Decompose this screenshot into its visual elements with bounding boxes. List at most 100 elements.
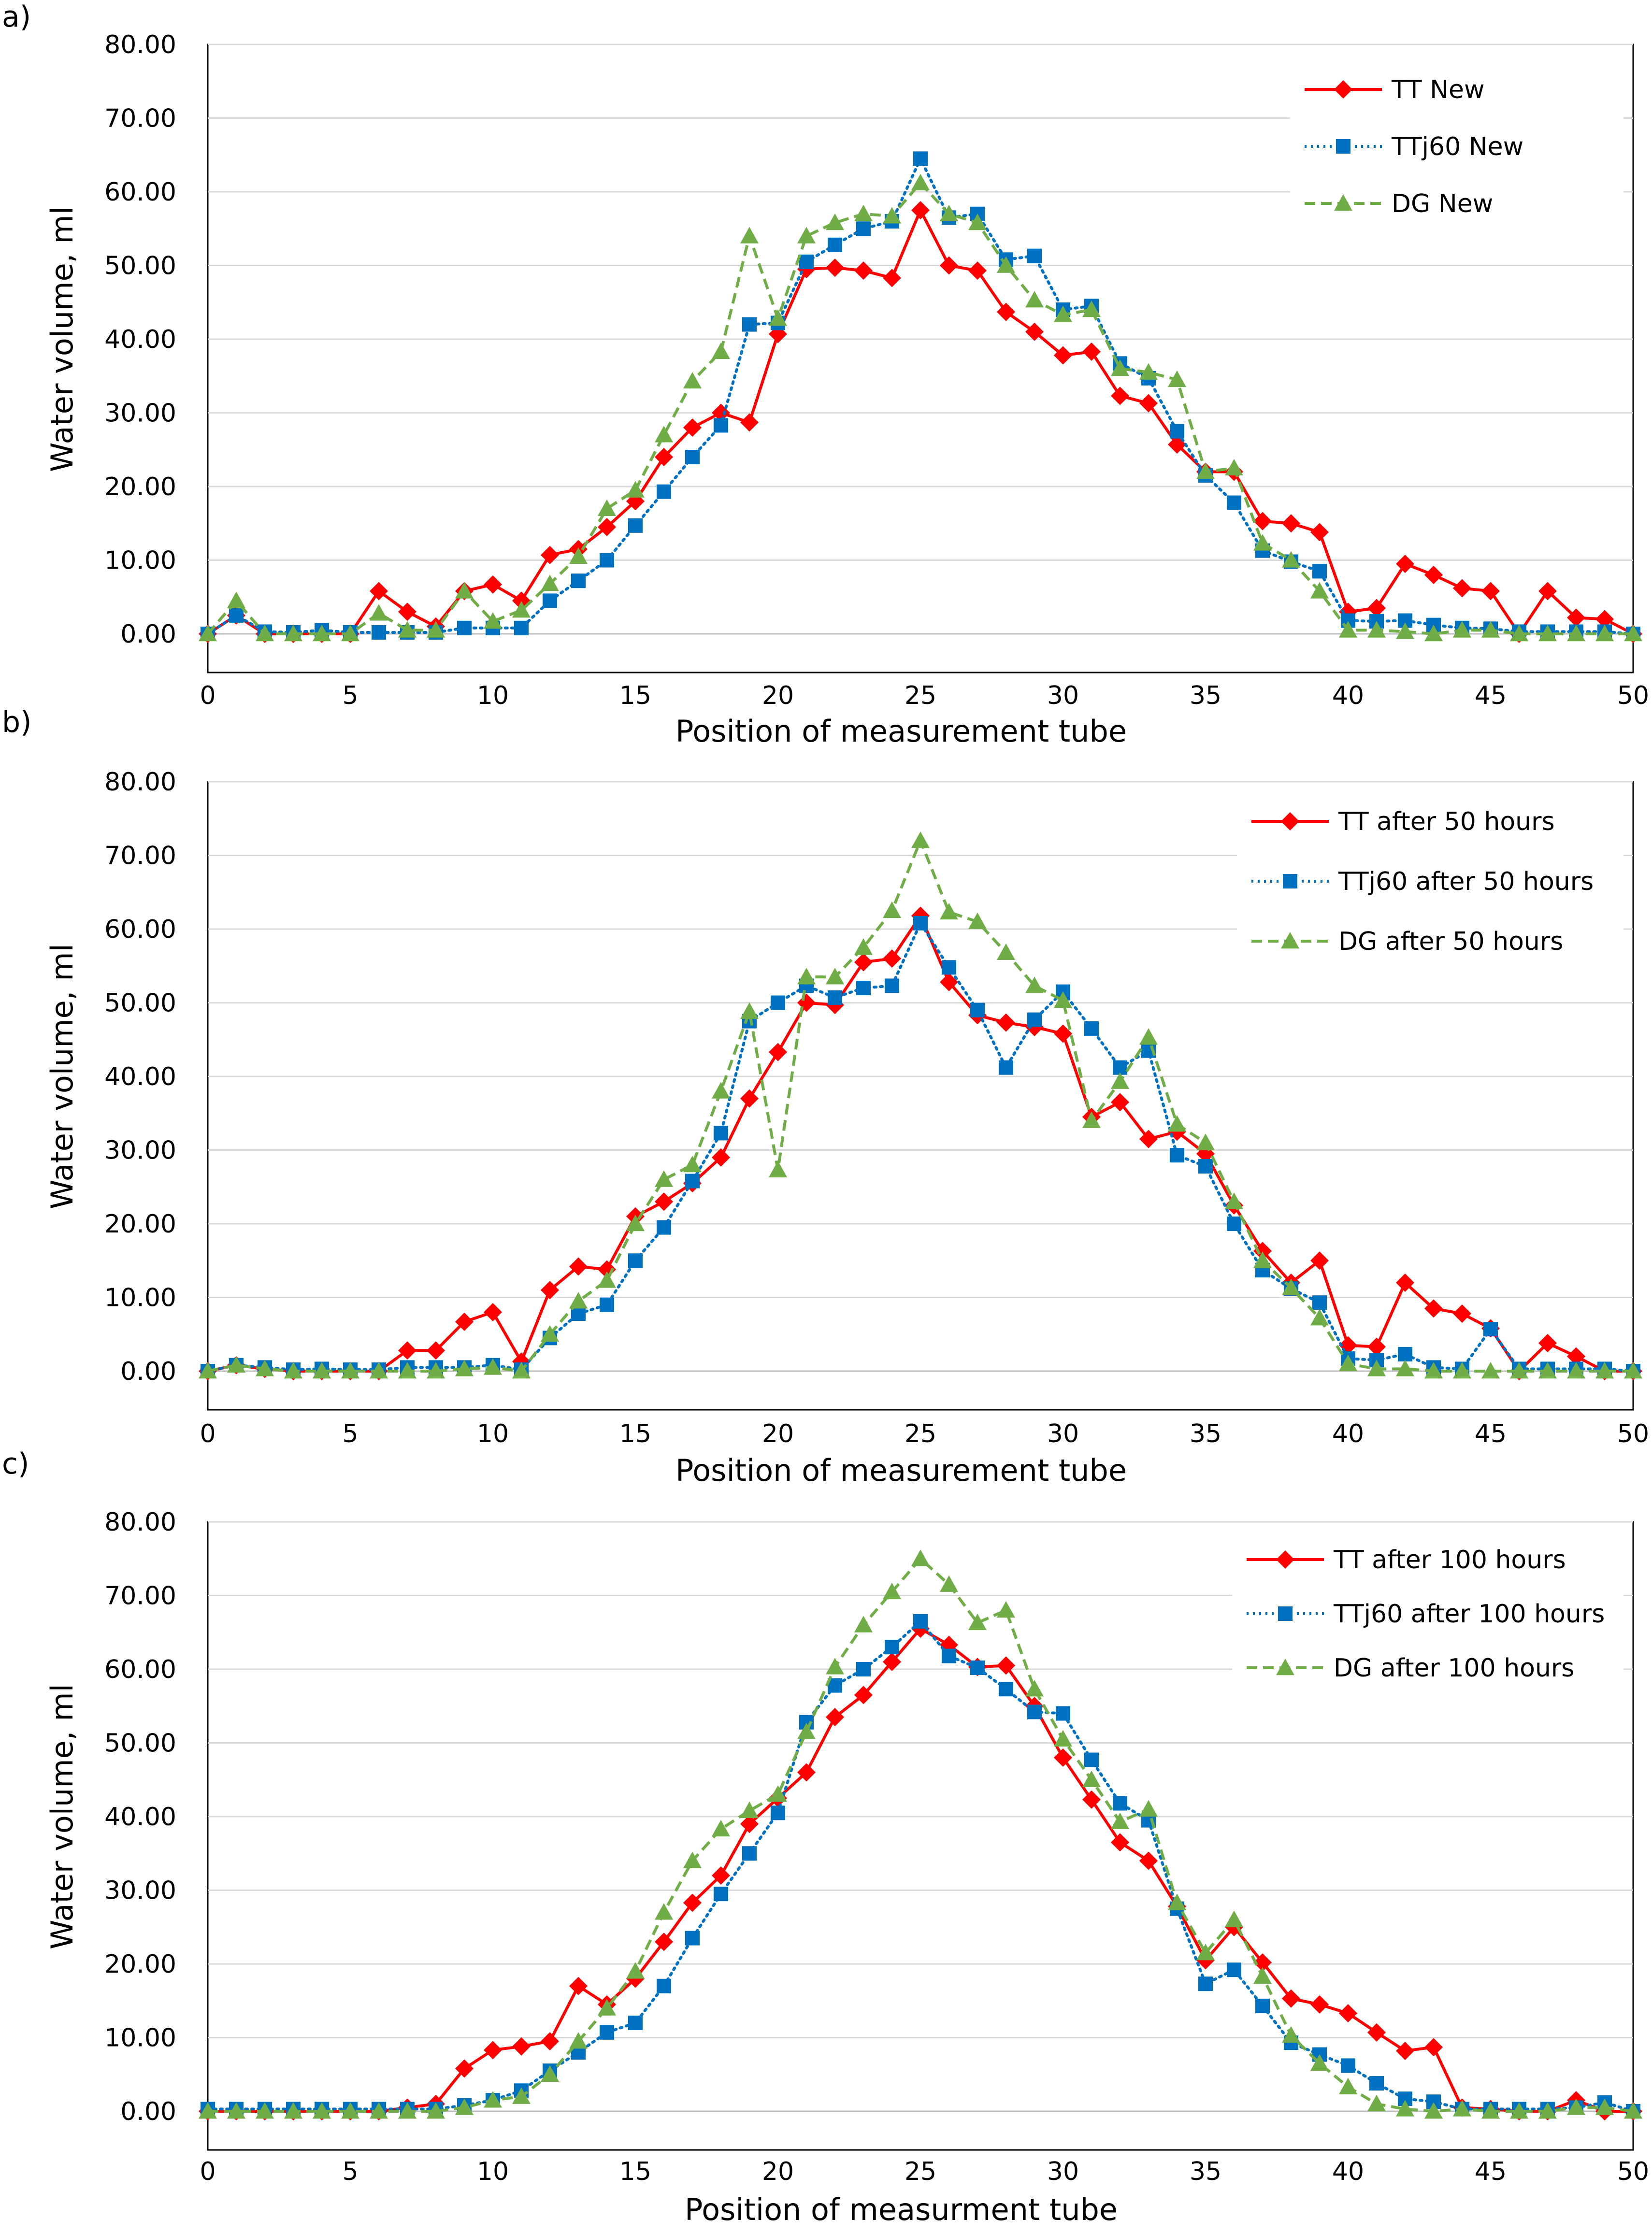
data-point	[455, 2098, 474, 2115]
data-point	[968, 1613, 987, 1631]
y-tick-label: 0.00	[120, 2097, 176, 2126]
data-point	[685, 1174, 700, 1189]
x-tick-label: 45	[1475, 681, 1507, 710]
series-3	[199, 1549, 1642, 2119]
y-tick-label: 80.00	[104, 1508, 176, 1537]
data-point	[1225, 458, 1243, 476]
data-point	[1054, 1730, 1072, 1747]
y-tick-label: 60.00	[104, 915, 176, 944]
y-axis-title: Water volume, ml	[44, 206, 80, 472]
data-point	[370, 604, 388, 621]
y-tick-label: 30.00	[104, 1136, 176, 1165]
data-point	[740, 1801, 759, 1818]
data-point	[427, 2102, 445, 2119]
data-point	[655, 448, 673, 466]
data-point	[1483, 1322, 1498, 1337]
data-point	[826, 968, 844, 985]
data-point	[1227, 1217, 1241, 1231]
data-point	[541, 574, 559, 591]
x-tick-label: 25	[905, 1419, 936, 1448]
x-tick-label: 35	[1190, 681, 1221, 710]
data-point	[569, 547, 588, 564]
x-tick-label: 0	[200, 681, 215, 710]
data-point	[1113, 1796, 1127, 1811]
data-point	[484, 575, 502, 594]
data-point	[1196, 1944, 1215, 1961]
data-point	[313, 625, 331, 642]
data-point	[1054, 1748, 1072, 1767]
data-point	[1253, 1953, 1272, 1972]
data-point	[284, 1362, 302, 1379]
x-tick-label: 25	[905, 2157, 936, 2186]
data-point	[712, 342, 730, 359]
data-point	[313, 1362, 331, 1379]
data-point	[797, 1763, 816, 1782]
data-point	[714, 1887, 728, 1902]
data-point	[1253, 534, 1272, 551]
data-point	[484, 1358, 502, 1375]
data-point	[797, 968, 816, 985]
data-point	[911, 173, 930, 190]
data-point	[913, 151, 928, 166]
data-point	[455, 1312, 474, 1331]
panel-label: a)	[2, 0, 31, 34]
data-point	[683, 1156, 702, 1173]
data-point	[942, 1648, 956, 1663]
data-point	[1567, 1362, 1585, 1379]
data-point	[1139, 363, 1158, 380]
series-line	[208, 1557, 1634, 2113]
data-point	[1538, 625, 1557, 642]
data-point	[1310, 1251, 1329, 1270]
data-point	[370, 1362, 388, 1379]
data-point	[997, 1601, 1015, 1618]
data-point	[970, 1660, 985, 1675]
data-point	[484, 612, 502, 629]
data-point	[1624, 1362, 1642, 1379]
data-point	[1567, 1347, 1585, 1366]
data-point	[1595, 610, 1614, 629]
x-axis-title: Position of measurement tube	[675, 714, 1127, 749]
x-tick-label: 5	[342, 681, 358, 710]
data-point	[1396, 2041, 1414, 2060]
legend-label: TTj60 after 100 hours	[1333, 1600, 1605, 1629]
data-point	[1025, 976, 1044, 993]
data-point	[1310, 582, 1329, 599]
data-point	[1396, 555, 1414, 573]
data-point	[657, 484, 671, 499]
data-point	[1025, 1680, 1044, 1697]
data-point	[854, 204, 873, 221]
legend-label: DG New	[1392, 189, 1493, 218]
data-point	[883, 269, 901, 287]
data-point	[1027, 1704, 1042, 1719]
data-point	[199, 2102, 217, 2119]
data-point	[740, 413, 759, 432]
data-point	[1339, 2077, 1357, 2094]
data-point	[1196, 462, 1215, 479]
data-point	[1310, 1309, 1329, 1326]
data-point	[685, 1931, 700, 1946]
data-point	[1312, 564, 1327, 579]
data-point	[628, 2016, 643, 2030]
x-axis-title: Position of measurement tube	[675, 1453, 1127, 1488]
legend: TT after 100 hours TTj60 after 100 hours D…	[1232, 1526, 1623, 1693]
y-tick-label: 20.00	[104, 1950, 176, 1979]
data-point	[1367, 2094, 1386, 2111]
data-point	[1481, 1362, 1500, 1379]
data-point	[854, 938, 873, 955]
data-point	[1082, 1770, 1101, 1787]
data-point	[911, 1549, 930, 1566]
data-point	[1339, 2004, 1357, 2023]
data-point	[968, 261, 987, 280]
data-point	[1027, 1012, 1042, 1027]
legend-marker	[1283, 874, 1297, 888]
data-point	[826, 1658, 844, 1675]
data-point	[1367, 599, 1386, 617]
data-point	[1453, 2100, 1471, 2117]
x-tick-label: 5	[342, 1419, 358, 1448]
data-point	[1595, 2098, 1614, 2115]
data-point	[970, 1002, 985, 1017]
data-point	[1424, 1299, 1443, 1318]
data-point	[598, 517, 616, 536]
data-point	[883, 901, 901, 918]
data-point	[1025, 291, 1044, 308]
